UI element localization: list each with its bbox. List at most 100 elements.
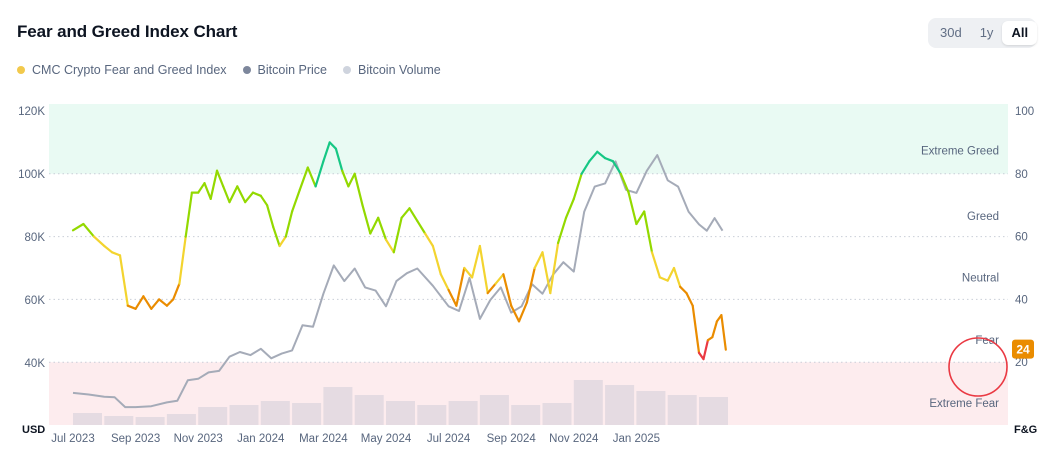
fear-greed-segment — [126, 304, 137, 310]
fear-greed-segment — [635, 210, 646, 226]
volume-bar — [542, 403, 572, 425]
fear-greed-segment — [377, 216, 388, 241]
fear-greed-segment — [178, 235, 187, 285]
fear-greed-segment — [328, 141, 337, 150]
fear-greed-segment — [510, 304, 521, 323]
volume-bar — [73, 413, 102, 425]
fear-greed-segment — [203, 182, 212, 200]
fear-greed-segment — [361, 204, 372, 235]
x-axis-tick: Jan 2024 — [237, 433, 285, 445]
volume-bar — [667, 395, 697, 425]
axes-layer: 120K 100K 80K 60K 40K 100 80 60 40 20 Jul 2023 Sep … — [18, 106, 1037, 445]
fear-greed-segment — [471, 244, 481, 279]
fear-greed-segment — [702, 339, 710, 361]
fear-greed-segment — [502, 273, 513, 307]
x-axis-tick: Nov 2023 — [174, 433, 223, 445]
fear-greed-segment — [572, 172, 583, 200]
index-layer — [71, 141, 727, 361]
volume-bar — [448, 401, 478, 425]
right-axis-unit: F&G — [1014, 424, 1037, 436]
volume-bar — [605, 385, 635, 425]
current-value-text: 24 — [1016, 343, 1030, 357]
left-axis-unit: USD — [22, 424, 45, 436]
fear-greed-segment — [118, 254, 129, 307]
fear-greed-segment — [408, 207, 419, 222]
grid-layer — [49, 173, 1008, 363]
legend-item-bitcoin-price[interactable]: Bitcoin Price — [242, 63, 327, 77]
zone-label-fear: Fear — [975, 335, 999, 347]
fear-greed-segment — [347, 172, 356, 188]
range-30d-button[interactable]: 30d — [940, 25, 962, 40]
x-axis-tick: Mar 2024 — [299, 433, 348, 445]
fear-greed-segment — [691, 304, 701, 354]
left-axis-tick: 40K — [25, 358, 46, 370]
volume-bar — [479, 395, 509, 425]
fear-greed-segment — [517, 301, 529, 323]
fear-greed-segment — [334, 147, 344, 172]
fear-greed-segment — [110, 251, 122, 257]
range-1y-button[interactable]: 1y — [979, 25, 994, 40]
zone-label-greed: Greed — [967, 211, 999, 223]
fear-greed-segment — [215, 169, 225, 188]
extreme-greed-zone — [49, 104, 1008, 174]
fear-greed-segment — [416, 219, 427, 235]
fear-greed-segment — [455, 266, 466, 307]
fear-greed-segment — [658, 276, 669, 282]
fear-greed-segment — [643, 210, 654, 254]
fear-greed-segment — [494, 273, 505, 285]
fear-greed-segment — [580, 160, 591, 175]
volume-bar — [166, 414, 196, 425]
highlight-circle — [948, 337, 1008, 397]
fear-greed-segment — [251, 191, 262, 197]
x-axis-tick: May 2024 — [361, 433, 412, 445]
fear-greed-segment — [314, 160, 325, 188]
volume-bar — [198, 407, 228, 425]
fear-greed-segment — [603, 157, 615, 163]
fear-greed-segment — [278, 235, 287, 248]
fear-greed-segment — [165, 298, 175, 307]
fear-greed-segment — [142, 295, 153, 310]
fear-greed-segment — [284, 210, 294, 238]
legend-item-bitcoin-volume[interactable]: Bitcoin Volume — [343, 63, 441, 77]
fear-greed-segment — [209, 169, 219, 200]
fear-greed-segment — [222, 185, 231, 204]
fear-greed-segment — [619, 172, 630, 194]
fear-greed-segment — [158, 298, 168, 307]
fear-greed-segment — [228, 185, 239, 204]
fear-greed-segment — [424, 232, 434, 248]
volume-bar — [699, 397, 728, 425]
bitcoin-price-line — [72, 154, 724, 409]
fear-greed-segment — [447, 288, 458, 307]
fear-greed-segment — [197, 182, 206, 194]
fear-greed-segment — [384, 238, 395, 254]
fear-greed-segment — [588, 150, 599, 163]
volume-bar — [104, 416, 134, 425]
left-axis-tick: 80K — [25, 232, 46, 244]
fear-greed-segment — [244, 191, 255, 204]
fear-greed-segment — [533, 251, 544, 270]
zone-label-extreme-greed: Extreme Greed — [921, 145, 999, 157]
fear-greed-segment — [291, 188, 301, 213]
fear-greed-segment — [353, 172, 364, 207]
x-axis-tick: Jan 2025 — [613, 433, 660, 445]
fear-greed-segment — [184, 191, 193, 238]
zones-layer — [49, 104, 1008, 425]
range-all-button[interactable]: All — [1002, 21, 1038, 45]
fear-greed-segment — [564, 197, 575, 219]
fear-greed-segment — [463, 266, 474, 279]
volume-bar — [135, 417, 165, 425]
fear-greed-segment — [272, 226, 281, 248]
legend-dot-bitcoin-volume — [343, 66, 352, 74]
x-axis-tick: Nov 2024 — [549, 433, 599, 445]
fear-greed-segment — [672, 266, 682, 288]
fear-greed-segment — [549, 241, 560, 295]
fear-greed-segment — [679, 285, 688, 295]
fear-greed-segment — [596, 150, 607, 160]
fear-greed-segment — [322, 141, 331, 163]
legend-item-fear-greed[interactable]: CMC Crypto Fear and Greed Index — [17, 63, 227, 77]
volume-bar — [229, 405, 259, 425]
zone-label-extreme-fear: Extreme Fear — [929, 398, 999, 410]
fear-greed-segment — [172, 282, 181, 301]
right-axis-tick: 100 — [1015, 106, 1034, 118]
